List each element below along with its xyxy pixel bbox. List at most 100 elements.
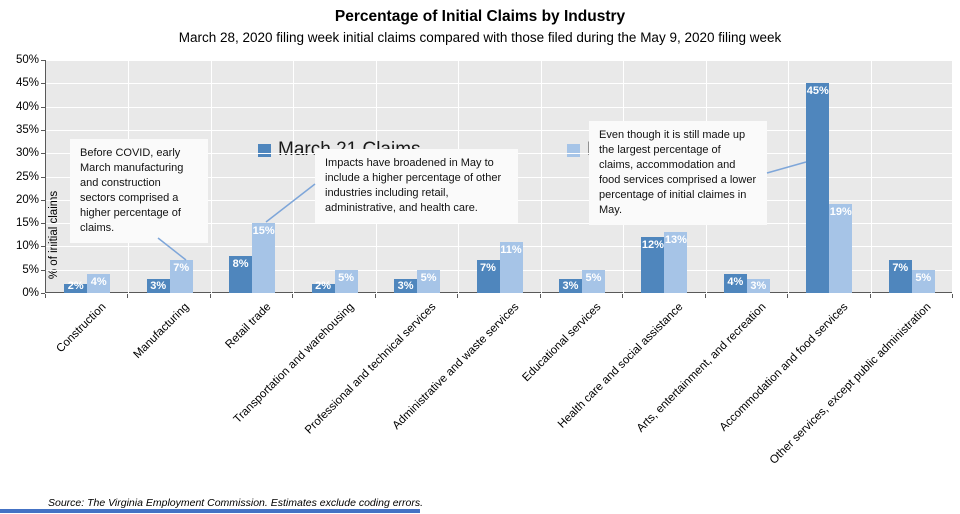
bar-data-label: 7% — [892, 262, 909, 275]
vertical-gridline — [540, 60, 542, 293]
x-axis-tick — [374, 294, 376, 298]
y-axis-label: 45% — [15, 77, 39, 90]
x-axis-label: Other services, except public administra… — [767, 301, 934, 467]
x-axis-tick — [704, 294, 706, 298]
chart-title: Percentage of Initial Claims by Industry — [334, 8, 626, 25]
bar-may — [252, 223, 276, 293]
bar-data-label: 19% — [829, 206, 852, 219]
bar-data-label: 12% — [641, 239, 664, 252]
y-axis-tick — [41, 246, 45, 248]
y-axis-label: 20% — [15, 193, 39, 206]
bar-data-label: 15% — [252, 225, 275, 238]
bar-data-label: 2% — [67, 280, 84, 292]
bar-data-label: 5% — [420, 271, 437, 284]
bar-may — [334, 269, 358, 293]
bar-march — [394, 279, 418, 293]
y-axis-tick — [41, 60, 45, 61]
y-axis-label: 40% — [15, 100, 39, 113]
y-axis-tick — [41, 153, 45, 155]
bar-data-label: 5% — [915, 271, 932, 284]
x-axis-tick — [539, 294, 541, 298]
x-axis-label: Health care and social assistance — [556, 301, 686, 431]
x-axis-tick — [127, 294, 129, 298]
plot-area: % of initial claims March 21 Claims May … — [45, 60, 953, 293]
horizontal-gridline — [46, 129, 953, 131]
bar-data-label: 3% — [562, 280, 579, 292]
bar-data-label: 13% — [664, 234, 687, 247]
legend-swatch-march — [258, 143, 271, 157]
bar-may — [169, 260, 193, 293]
x-axis-label: Accommodation and food services — [718, 301, 851, 434]
y-axis-label: 25% — [15, 170, 39, 183]
annotation-may-broadened: Impacts have broadened in May to include… — [315, 149, 518, 223]
y-axis-label: 15% — [15, 217, 39, 230]
x-axis-tick — [952, 294, 953, 298]
bar-data-label: 7% — [480, 262, 496, 275]
annotation-accommodation: Even though it is still made up the larg… — [589, 121, 767, 225]
y-axis-tick — [41, 83, 45, 85]
bar-data-label: 3% — [150, 280, 167, 292]
bar-march — [229, 255, 253, 293]
bar-may — [499, 241, 523, 293]
vertical-gridline — [788, 60, 790, 293]
y-axis-label: 35% — [15, 123, 39, 136]
vertical-gridline — [870, 60, 872, 293]
bar-march — [146, 279, 170, 293]
x-axis-tick — [209, 294, 211, 298]
bar-data-label: 5% — [338, 271, 355, 284]
horizontal-gridline — [46, 106, 953, 108]
x-axis-tick — [45, 294, 46, 298]
bar-may — [829, 204, 853, 293]
y-axis-label: 50% — [15, 54, 39, 66]
bar-may — [581, 269, 605, 293]
x-axis-tick — [869, 294, 871, 298]
x-axis-label: Educational services — [520, 301, 604, 385]
bar-may — [746, 279, 770, 293]
x-axis-label: Administrative and waste services — [390, 301, 521, 432]
y-axis-label: 0% — [22, 287, 39, 299]
bar-march — [64, 283, 88, 293]
y-axis-tick — [41, 293, 45, 294]
x-axis-tick — [622, 294, 624, 298]
horizontal-gridline — [46, 83, 953, 85]
x-axis-label: Retail trade — [223, 301, 274, 352]
bar-may — [87, 274, 111, 293]
legend-swatch-may — [567, 143, 580, 157]
x-axis-label: Manufacturing — [131, 301, 192, 362]
x-axis-tick — [292, 294, 294, 298]
vertical-gridline — [210, 60, 212, 293]
y-axis-tick — [41, 129, 45, 131]
bar-march — [641, 237, 665, 293]
y-axis-tick — [41, 199, 45, 201]
bar-may — [664, 232, 688, 293]
bar-march — [311, 283, 335, 293]
source-note: Source: The Virginia Employment Commissi… — [48, 497, 424, 509]
x-axis-tick — [787, 294, 789, 298]
chart-subtitle: March 28, 2020 filing week initial claim… — [178, 30, 782, 45]
y-axis-tick — [41, 223, 45, 225]
bar-data-label: 5% — [585, 271, 602, 284]
horizontal-gridline — [46, 60, 953, 61]
x-axis-label: Arts, entertainment, and recreation — [634, 301, 769, 435]
y-axis-tick — [41, 269, 45, 271]
bar-march — [476, 260, 500, 293]
bar-data-label: 8% — [232, 257, 249, 270]
bar-march — [558, 279, 582, 293]
bar-data-label: 4% — [90, 276, 107, 289]
bar-data-label: 2% — [315, 280, 332, 292]
bar-may — [911, 269, 935, 293]
y-axis-label: 5% — [22, 263, 39, 276]
bar-data-label: 3% — [397, 280, 414, 292]
y-axis-label: 10% — [15, 240, 39, 253]
horizontal-gridline — [46, 223, 953, 225]
y-axis-label: 30% — [15, 147, 39, 160]
x-axis-label: Professional and technical services — [303, 301, 439, 437]
bar-march — [723, 274, 747, 293]
y-axis-tick — [41, 106, 45, 108]
bar-march — [888, 260, 912, 293]
bar-data-label: 3% — [750, 280, 767, 292]
bar-data-label: 4% — [727, 276, 744, 289]
y-axis-tick — [41, 176, 45, 178]
vertical-gridline — [293, 60, 295, 293]
